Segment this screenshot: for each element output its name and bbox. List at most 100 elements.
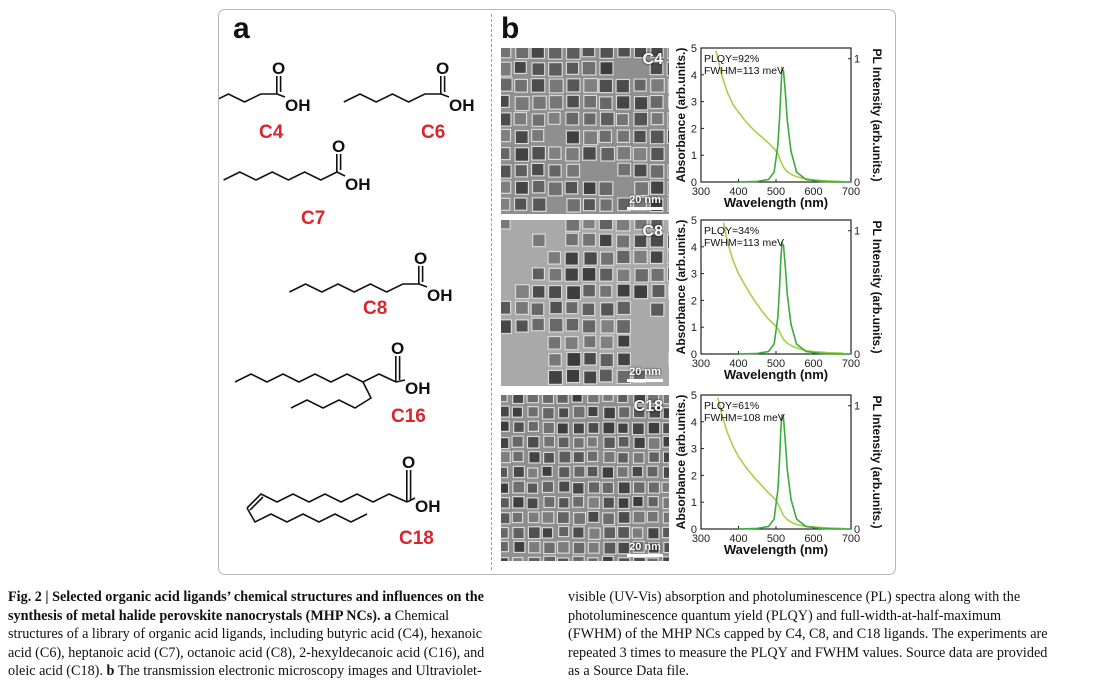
scale-bar-label: 20 nm — [629, 194, 661, 206]
pl-spectrum-line — [738, 413, 851, 530]
ligand-structure-c18: O OH — [246, 453, 441, 524]
x-tick-label: 300 — [692, 186, 710, 198]
pl-spectrum-line — [738, 240, 851, 355]
caption-text: oleic acid (C18). — [8, 663, 107, 680]
ligand-label: C16 — [391, 406, 426, 427]
scale-bar: 20 nm — [627, 367, 663, 382]
caption-right-line: photoluminescence quantum yield (PLQY) a… — [568, 607, 1113, 626]
tem-sample-label: C4 — [642, 51, 663, 68]
x-axis-label: Wavelength (nm) — [724, 195, 828, 210]
caption-text: structures of a library of organic acid … — [8, 626, 483, 643]
y-tick-label: 5 — [691, 43, 697, 55]
caption-left-line: Fig. 2 | Selected organic acid ligands’ … — [8, 588, 556, 607]
caption-right-line: visible (UV-Vis) absorption and photolum… — [568, 588, 1113, 607]
caption-text: Chemical — [391, 607, 450, 624]
x-tick-label: 300 — [692, 358, 710, 370]
y2-axis-label: PL Intensity (arb.units.) — [870, 395, 884, 528]
x-tick-label: 300 — [692, 533, 710, 545]
y2-tick-label: 1 — [854, 54, 860, 66]
caption-text: The transmission electronic microscopy i… — [114, 663, 482, 680]
caption-right-line: as a Source Data file. — [568, 662, 1113, 681]
ligand-label: C7 — [301, 208, 325, 229]
y-tick-label: 5 — [691, 215, 697, 227]
x-tick-label: 400 — [729, 186, 747, 198]
panel-a-letter: a — [233, 12, 250, 45]
x-tick-label: 400 — [729, 358, 747, 370]
ligand-structure-c4: OOH — [219, 59, 311, 115]
y-axis-label: Absorbance (arb.units.) — [674, 48, 688, 183]
oxygen-atom-label: O — [391, 339, 404, 358]
scale-bar: 20 nm — [627, 195, 663, 210]
caption-right-column: visible (UV-Vis) absorption and photolum… — [568, 588, 1113, 681]
fwhm-annotation: FWHM=113 meV — [704, 237, 784, 249]
hydroxyl-group-label: OH — [427, 286, 453, 305]
x-tick-label: 600 — [804, 533, 822, 545]
y2-tick-label: 1 — [854, 401, 860, 413]
scale-bar-line — [627, 207, 663, 210]
plqy-annotation: PLQY=92% — [704, 53, 759, 65]
scale-bar-label: 20 nm — [629, 366, 661, 378]
y-tick-label: 2 — [691, 123, 697, 135]
y-tick-label: 2 — [691, 295, 697, 307]
panel-divider — [491, 14, 492, 570]
tem-sample-label: C18 — [633, 398, 663, 415]
caption-text: as a Source Data file. — [568, 663, 689, 680]
y-tick-label: 3 — [691, 444, 697, 456]
y-axis-label: Absorbance (arb.units.) — [674, 395, 688, 530]
hydroxyl-group-label: OH — [449, 96, 475, 115]
y-tick-label: 4 — [691, 242, 697, 254]
ligand-label: C6 — [421, 122, 445, 143]
y-tick-label: 0 — [691, 349, 697, 361]
caption-right-line: (FWHM) of the MHP NCs capped by C4, C8, … — [568, 625, 1113, 644]
caption-text: Fig. 2 | Selected organic acid ligands’ … — [8, 589, 484, 605]
caption-text: b — [106, 663, 115, 680]
y-tick-label: 3 — [691, 269, 697, 281]
scale-bar-label: 20 nm — [629, 541, 661, 553]
oxygen-atom-label: O — [272, 59, 285, 78]
scale-bar-line — [627, 554, 663, 557]
y-tick-label: 1 — [691, 497, 697, 509]
y-tick-label: 5 — [691, 390, 697, 402]
hydroxyl-group-label: OH — [415, 497, 441, 516]
x-tick-label: 400 — [729, 533, 747, 545]
y-tick-label: 0 — [691, 524, 697, 536]
y2-axis-label: PL Intensity (arb.units.) — [870, 48, 884, 181]
fwhm-annotation: FWHM=108 meV — [704, 412, 785, 424]
hydroxyl-group-label: OH — [285, 96, 311, 115]
x-axis-label: Wavelength (nm) — [724, 542, 828, 557]
caption-text: visible (UV-Vis) absorption and photolum… — [568, 589, 1021, 605]
panel-b-letter: b — [501, 12, 520, 45]
ligand-label: C8 — [363, 298, 387, 319]
x-tick-label: 700 — [842, 186, 860, 198]
spectrum-chart-c8: 0 1 2 3 4 5 0 1 300 400 500 600 700 PLQY=34%FWHM=113 … — [674, 215, 884, 382]
oxygen-atom-label: O — [332, 137, 345, 156]
oxygen-atom-label: O — [402, 453, 415, 472]
hydroxyl-group-label: OH — [405, 379, 431, 398]
caption-text: repeated 3 times to measure the PLQY and… — [568, 644, 1048, 661]
plqy-annotation: PLQY=34% — [704, 225, 759, 237]
ligand-structure-c8: OOH — [289, 249, 453, 305]
caption-right-line: repeated 3 times to measure the PLQY and… — [568, 644, 1113, 663]
spectrum-chart-c18: 0 1 2 3 4 5 0 1 300 400 500 600 700 PLQY=61%FWHM=108 … — [674, 390, 884, 557]
caption-text: (FWHM) of the MHP NCs capped by C4, C8, … — [568, 626, 1048, 643]
plqy-annotation: PLQY=61% — [704, 400, 759, 412]
caption-left-line: structures of a library of organic acid … — [8, 625, 556, 644]
y-tick-label: 3 — [691, 97, 697, 109]
y-tick-label: 4 — [691, 417, 697, 429]
ligand-structure-c7: OOH — [223, 137, 371, 194]
caption-text: acid (C6), heptanoic acid (C7), octanoic… — [8, 644, 485, 661]
y-tick-label: 0 — [691, 177, 697, 189]
caption-left-line: oleic acid (C18). b The transmission ele… — [8, 662, 556, 681]
oxygen-atom-label: O — [414, 249, 427, 268]
caption-text: synthesis of metal halide perovskite nan… — [8, 607, 381, 624]
hydroxyl-group-label: OH — [345, 175, 371, 194]
x-axis-label: Wavelength (nm) — [724, 367, 828, 382]
tem-image-c4: C4 20 nm — [501, 48, 669, 214]
caption-text: a — [380, 607, 392, 624]
y-axis-label: Absorbance (arb.units.) — [674, 220, 688, 355]
y2-tick-label: 0 — [854, 177, 860, 189]
y-tick-label: 1 — [691, 322, 697, 334]
caption-left-line: synthesis of metal halide perovskite nan… — [8, 607, 556, 626]
y-tick-label: 2 — [691, 470, 697, 482]
